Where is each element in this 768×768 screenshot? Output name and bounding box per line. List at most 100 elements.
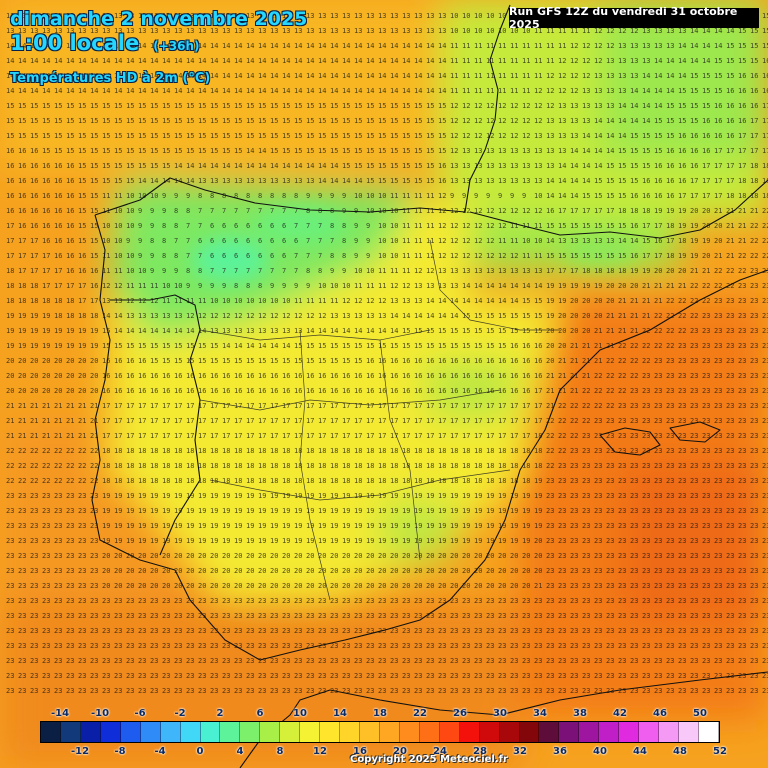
grid-value: 23 xyxy=(738,402,746,410)
grid-value: 19 xyxy=(678,207,686,215)
grid-value: 14 xyxy=(150,42,158,50)
grid-value: 15 xyxy=(162,357,170,365)
grid-value: 9 xyxy=(174,192,178,200)
grid-value: 16 xyxy=(762,87,768,95)
grid-value: 13 xyxy=(534,147,542,155)
grid-value: 18 xyxy=(126,477,134,485)
grid-value: 16 xyxy=(222,372,230,380)
grid-value: 19 xyxy=(222,492,230,500)
grid-value: 19 xyxy=(582,282,590,290)
grid-value: 13 xyxy=(474,267,482,275)
grid-value: 12 xyxy=(390,282,398,290)
legend-label: 12 xyxy=(313,746,327,757)
grid-value: 18 xyxy=(450,477,458,485)
grid-value: 16 xyxy=(18,162,26,170)
legend-swatch xyxy=(80,722,101,742)
grid-value: 23 xyxy=(210,627,218,635)
grid-value: 23 xyxy=(606,612,614,620)
grid-value: 14 xyxy=(714,42,722,50)
grid-value: 14 xyxy=(6,87,14,95)
grid-value: 13 xyxy=(606,102,614,110)
grid-value: 23 xyxy=(654,657,662,665)
grid-value: 17 xyxy=(282,432,290,440)
grid-value: 8 xyxy=(162,252,166,260)
grid-value: 11 xyxy=(102,252,110,260)
grid-value: 17 xyxy=(162,402,170,410)
grid-value: 16 xyxy=(666,162,674,170)
grid-value: 17 xyxy=(42,282,50,290)
grid-value: 21 xyxy=(666,282,674,290)
grid-value: 15 xyxy=(222,117,230,125)
grid-value: 17 xyxy=(714,192,722,200)
grid-value: 15 xyxy=(318,357,326,365)
grid-value: 14 xyxy=(474,282,482,290)
grid-value: 9 xyxy=(486,192,490,200)
grid-value: 23 xyxy=(234,687,242,695)
grid-value: 14 xyxy=(390,57,398,65)
grid-value: 12 xyxy=(498,132,506,140)
grid-value: 20 xyxy=(162,567,170,575)
grid-value: 23 xyxy=(642,402,650,410)
grid-value: 20 xyxy=(30,372,38,380)
grid-value: 20 xyxy=(390,582,398,590)
grid-value: 19 xyxy=(198,537,206,545)
grid-value: 16 xyxy=(486,372,494,380)
grid-value: 20 xyxy=(594,297,602,305)
grid-value: 23 xyxy=(558,462,566,470)
grid-value: 10 xyxy=(282,297,290,305)
grid-value: 23 xyxy=(738,687,746,695)
grid-value: 17 xyxy=(498,432,506,440)
grid-value: 23 xyxy=(690,507,698,515)
grid-value: 20 xyxy=(186,582,194,590)
grid-value: 23 xyxy=(450,627,458,635)
grid-value: 23 xyxy=(270,597,278,605)
grid-value: 18 xyxy=(450,447,458,455)
grid-value: 18 xyxy=(138,462,146,470)
grid-value: 15 xyxy=(198,342,206,350)
grid-value: 18 xyxy=(30,297,38,305)
grid-value: 21 xyxy=(90,432,98,440)
grid-value: 6 xyxy=(294,237,298,245)
grid-value: 14 xyxy=(654,72,662,80)
grid-value: 23 xyxy=(582,612,590,620)
grid-value: 23 xyxy=(54,522,62,530)
grid-value: 21 xyxy=(750,207,758,215)
grid-value: 12 xyxy=(606,42,614,50)
grid-value: 14 xyxy=(90,72,98,80)
grid-value: 23 xyxy=(690,492,698,500)
grid-value: 13 xyxy=(594,237,602,245)
grid-value: 12 xyxy=(582,42,590,50)
grid-value: 18 xyxy=(474,477,482,485)
grid-value: 14 xyxy=(354,177,362,185)
grid-value: 20 xyxy=(342,552,350,560)
grid-value: 19 xyxy=(378,507,386,515)
grid-value: 15 xyxy=(186,102,194,110)
grid-value: 16 xyxy=(402,372,410,380)
grid-value: 17 xyxy=(714,147,722,155)
legend-swatch xyxy=(320,722,341,742)
grid-value: 8 xyxy=(198,267,202,275)
grid-value: 21 xyxy=(654,282,662,290)
grid-value: 15 xyxy=(366,147,374,155)
grid-value: 11 xyxy=(114,267,122,275)
grid-value: 20 xyxy=(438,582,446,590)
grid-value: 23 xyxy=(690,342,698,350)
grid-value: 7 xyxy=(210,207,214,215)
grid-value: 12 xyxy=(450,252,458,260)
grid-value: 13 xyxy=(90,12,98,20)
grid-value: 23 xyxy=(474,672,482,680)
grid-value: 14 xyxy=(294,162,302,170)
grid-value: 16 xyxy=(366,387,374,395)
grid-value: 16 xyxy=(486,387,494,395)
grid-value: 23 xyxy=(78,552,86,560)
grid-value: 23 xyxy=(534,657,542,665)
grid-value: 11 xyxy=(186,297,194,305)
grid-value: 23 xyxy=(54,672,62,680)
grid-value: 23 xyxy=(642,477,650,485)
grid-value: 10 xyxy=(378,252,386,260)
grid-value: 15 xyxy=(294,342,302,350)
grid-value: 18 xyxy=(402,462,410,470)
grid-value: 21 xyxy=(570,387,578,395)
grid-value: 22 xyxy=(678,297,686,305)
